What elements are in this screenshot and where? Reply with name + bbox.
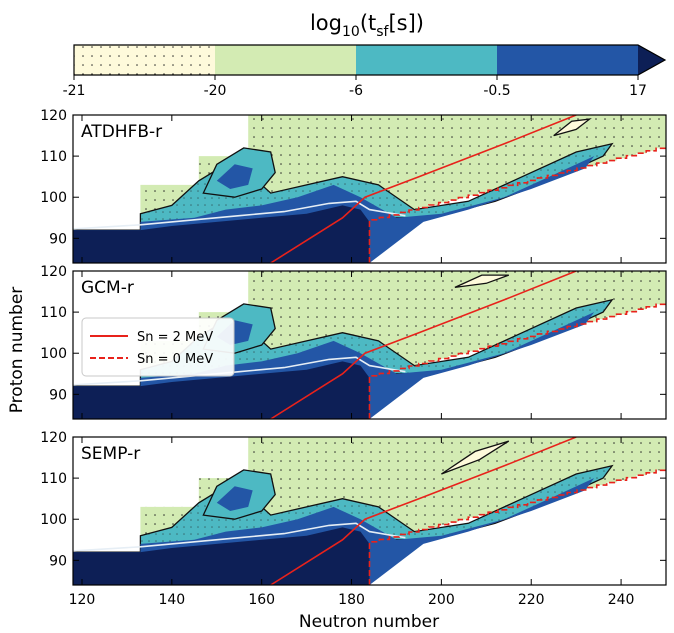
colorbar-segment-2 xyxy=(215,45,356,75)
y-tick-label: 90 xyxy=(49,231,67,247)
colorbar-title-sf: sf xyxy=(376,24,389,40)
legend: Sn = 2 MeV Sn = 0 MeV xyxy=(81,317,235,377)
region-level4-blob xyxy=(216,486,253,511)
y-tick-label: 90 xyxy=(49,387,67,403)
panel-frame xyxy=(72,270,667,420)
region-level5 xyxy=(73,205,370,263)
y-tick-label: 120 xyxy=(40,108,67,124)
colorbar-segment-4 xyxy=(497,45,638,75)
high-halflife-island xyxy=(441,440,510,475)
y-tick-label: 110 xyxy=(40,471,67,487)
colorbar-ticks xyxy=(73,75,639,80)
y-tick-label: 120 xyxy=(40,264,67,280)
panel-label: SEMP-r xyxy=(81,444,140,464)
y-tick-label: 120 xyxy=(40,430,67,446)
colorbar-title-unit: [s]) xyxy=(388,11,424,35)
colorbar-title-base: 10 xyxy=(342,24,360,40)
panel-frame xyxy=(72,436,667,586)
colorbar-tick-label: -0.5 xyxy=(483,83,510,99)
legend-sn0-label: Sn = 0 MeV xyxy=(137,352,213,367)
legend-box xyxy=(81,317,235,377)
colorbar-tick-label: 17 xyxy=(629,83,647,99)
region-level5 xyxy=(73,527,370,585)
y-axis-label: Proton number xyxy=(7,287,27,414)
region-level5 xyxy=(73,361,370,419)
y-tick-label: 100 xyxy=(40,346,67,362)
panel-gcm-r xyxy=(73,271,666,419)
x-tick-label: 220 xyxy=(518,592,545,608)
panel-label: GCM-r xyxy=(81,278,134,298)
colorbar-tick-label: -21 xyxy=(63,83,86,99)
x-axis-label: Neutron number xyxy=(299,612,439,632)
y-tick-label: 100 xyxy=(40,512,67,528)
panel-frame xyxy=(72,114,667,264)
boundary-line xyxy=(73,522,406,552)
sn0-line xyxy=(368,298,666,419)
x-tick-label: 160 xyxy=(248,592,275,608)
colorbar-segment-3 xyxy=(356,45,497,75)
y-tick-label: 100 xyxy=(40,190,67,206)
x-tick-label: 120 xyxy=(69,592,96,608)
panel-semp-r xyxy=(73,437,666,585)
x-tick-label: 180 xyxy=(338,592,365,608)
colorbar-extend-arrow xyxy=(638,45,665,75)
colorbar-title: log10(tsf[s]) xyxy=(310,11,424,40)
colorbar-title-paren: (t xyxy=(360,11,376,35)
colorbar-outline xyxy=(73,44,667,76)
panel-label: ATDHFB-r xyxy=(81,122,162,142)
sn2-line xyxy=(270,115,577,263)
colorbar-segment-1-hatch xyxy=(74,45,215,75)
high-halflife-island xyxy=(553,118,592,137)
legend-sn2-label: Sn = 2 MeV xyxy=(137,330,213,345)
boundary-line xyxy=(73,356,406,386)
colorbar-title-log: log xyxy=(310,11,342,35)
sn0-line xyxy=(368,464,666,585)
colorbar-tick-label: -20 xyxy=(204,83,227,99)
panels: ATDHFB-r 90 100 110 120 GCM-r 90 100 110 120 SEMP-… xyxy=(40,108,667,608)
panel-atdhfb-r xyxy=(73,115,666,263)
y-tick-label: 110 xyxy=(40,305,67,321)
y-tick-label: 90 xyxy=(49,553,67,569)
x-tick-label: 240 xyxy=(608,592,635,608)
high-halflife-island xyxy=(454,274,510,289)
sn2-line xyxy=(270,437,577,585)
boundary-line xyxy=(73,200,406,230)
colorbar-tick-label: -6 xyxy=(349,83,363,99)
y-tick-label: 110 xyxy=(40,149,67,165)
x-tick-label: 140 xyxy=(158,592,185,608)
x-tick-label: 200 xyxy=(428,592,455,608)
sn2-line xyxy=(270,271,577,419)
sn0-line xyxy=(368,142,666,263)
region-level4-blob xyxy=(216,164,253,189)
colorbar: -21 -20 -6 -0.5 17 xyxy=(63,44,667,99)
